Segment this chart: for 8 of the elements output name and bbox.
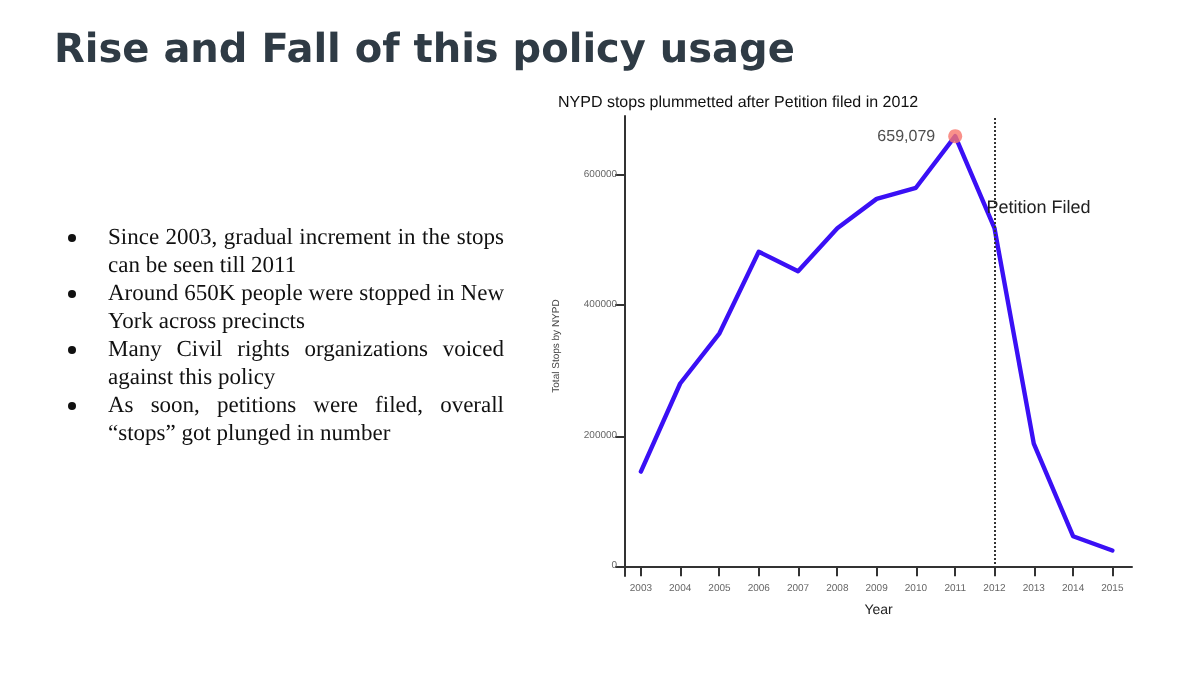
annotation: 659,079 <box>877 127 937 146</box>
text: Around 650K people were stopped in New York across precincts <box>108 280 504 336</box>
chart-subtitle: NYPD stops plummetted after Petition filed in 2012 <box>558 93 920 111</box>
text: Many Civil rights organizations voiced against this policy <box>108 336 504 392</box>
ref-line-label: Petition Filed <box>986 197 1091 217</box>
text: Since 2003, gradual increment in the stops can be seen till 2011 <box>108 224 504 280</box>
text: As soon, petitions were filed, overall “stops” got plunged in number <box>108 392 504 448</box>
chart-title: Rise and Fall of this policy usage <box>54 24 795 72</box>
